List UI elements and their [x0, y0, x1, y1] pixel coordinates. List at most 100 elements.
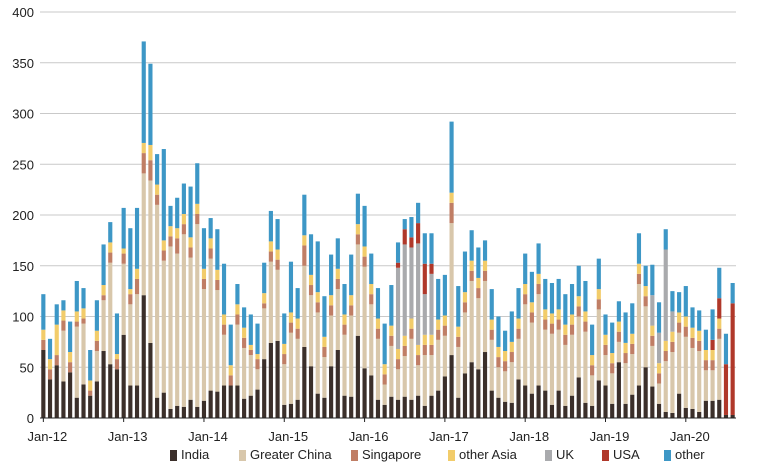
bar-segment-other	[402, 219, 407, 230]
bar-segment-other-asia	[416, 344, 421, 356]
bar-segment-singapore	[362, 256, 367, 267]
bar-segment-other-asia	[556, 309, 561, 320]
bar-segment-india	[228, 385, 233, 418]
bar-segment-greater-china	[469, 280, 474, 363]
bar-segment-singapore	[68, 362, 73, 373]
bar-segment-india	[456, 397, 461, 418]
bar-segment-india	[610, 403, 615, 418]
bar-segment-singapore	[175, 238, 180, 254]
bar-segment-india	[195, 406, 200, 418]
bar-segment-greater-china	[242, 347, 247, 399]
bar-segment-usa	[409, 237, 414, 248]
bar-segment-other	[563, 294, 568, 325]
bar-segment-india	[114, 369, 120, 418]
bar-segment-other	[503, 330, 508, 352]
bar-segment-india	[683, 407, 688, 418]
bar-segment-india	[248, 395, 253, 418]
bar-segment-uk	[656, 332, 662, 364]
x-tick-label: Jan-17	[429, 429, 469, 444]
bar-segment-singapore	[195, 213, 200, 225]
bar-segment-other-asia	[369, 284, 374, 295]
bar-segment-other-asia	[382, 364, 387, 375]
bar-segment-greater-china	[208, 258, 213, 391]
bar-segment-other	[509, 311, 514, 342]
bar-segment-other	[94, 300, 99, 331]
bar-segment-other-asia	[349, 295, 354, 306]
bar-segment-other	[268, 210, 273, 242]
bar-segment-other	[623, 312, 628, 343]
legend-swatch	[351, 450, 358, 461]
bar-segment-other	[288, 261, 294, 313]
bar-segment-other-asia	[208, 238, 213, 249]
bar-segment-other-asia	[603, 334, 608, 345]
bar-segment-other-asia	[442, 315, 447, 326]
bar-segment-other	[442, 274, 447, 316]
bar-segment-other	[302, 194, 307, 236]
bar-segment-india	[81, 384, 86, 418]
bar-segment-singapore	[697, 340, 702, 352]
bar-segment-other-asia	[683, 316, 688, 327]
bar-segment-other	[228, 324, 233, 366]
bar-segment-singapore	[703, 360, 708, 371]
y-tick-label: 0	[27, 411, 34, 426]
bar-segment-greater-china	[134, 294, 140, 386]
bar-segment-india	[710, 400, 715, 418]
bar-segment-other	[155, 154, 160, 185]
bar-segment-india	[630, 394, 635, 418]
bar-segment-other	[482, 240, 488, 261]
bar-segment-other-asia	[68, 352, 73, 363]
bar-segment-usa	[730, 303, 735, 415]
bar-segment-india	[476, 369, 481, 418]
bar-segment-india	[583, 402, 588, 418]
bar-segment-other	[429, 233, 434, 264]
bar-segment-greater-china	[556, 329, 561, 391]
bar-segment-india	[529, 393, 534, 418]
bar-segment-other	[663, 229, 668, 250]
bar-segment-other	[47, 338, 53, 360]
bar-segment-india	[41, 350, 46, 418]
bar-segment-uk	[409, 247, 414, 319]
bar-segment-greater-china	[489, 339, 494, 391]
bar-segment-other	[242, 307, 247, 328]
x-tick-label: Jan-19	[590, 429, 630, 444]
bar-segment-greater-china	[81, 323, 86, 385]
bar-segment-greater-china	[656, 383, 662, 404]
bar-segment-other	[235, 284, 240, 305]
bar-segment-greater-china	[288, 332, 294, 404]
bar-segment-singapore	[134, 278, 140, 295]
bar-segment-india	[134, 385, 140, 418]
bar-segment-greater-china	[529, 322, 534, 394]
legend: India Greater China Singapore other Asia UK U…	[170, 447, 705, 462]
bar-segment-singapore	[670, 341, 675, 353]
y-tick-label: 250	[12, 157, 34, 172]
bar-segment-greater-china	[315, 312, 320, 394]
bar-segment-other	[369, 253, 374, 285]
bar-segment-singapore	[335, 278, 340, 290]
bar-segment-india	[556, 390, 561, 418]
bar-segment-india	[282, 404, 287, 418]
bar-segment-singapore	[469, 270, 474, 281]
bar-segment-singapore	[590, 365, 595, 376]
bar-segment-singapore	[643, 296, 648, 307]
bar-segment-singapore	[610, 363, 615, 374]
bar-segment-other	[436, 278, 441, 320]
bar-segment-india	[643, 367, 648, 418]
bar-segment-other	[630, 303, 635, 334]
bar-segment-other	[489, 289, 494, 320]
bar-segment-greater-china	[636, 284, 642, 386]
bar-segment-india	[677, 393, 682, 418]
bar-segment-singapore	[409, 328, 414, 339]
bar-segment-greater-china	[349, 315, 354, 397]
bar-segment-other	[181, 183, 186, 214]
bar-segment-other	[221, 263, 227, 315]
bar-segment-india	[329, 366, 334, 418]
bar-segment-other	[717, 267, 722, 299]
bar-segment-greater-china	[215, 290, 220, 392]
bar-segment-other-asia	[61, 310, 66, 321]
bar-segment-india	[181, 406, 186, 418]
bar-segment-other	[168, 205, 173, 227]
bar-segment-singapore	[155, 194, 160, 205]
bar-segment-other-asia	[47, 359, 53, 370]
bar-segment-other	[54, 304, 59, 325]
bar-segment-singapore	[489, 329, 494, 340]
